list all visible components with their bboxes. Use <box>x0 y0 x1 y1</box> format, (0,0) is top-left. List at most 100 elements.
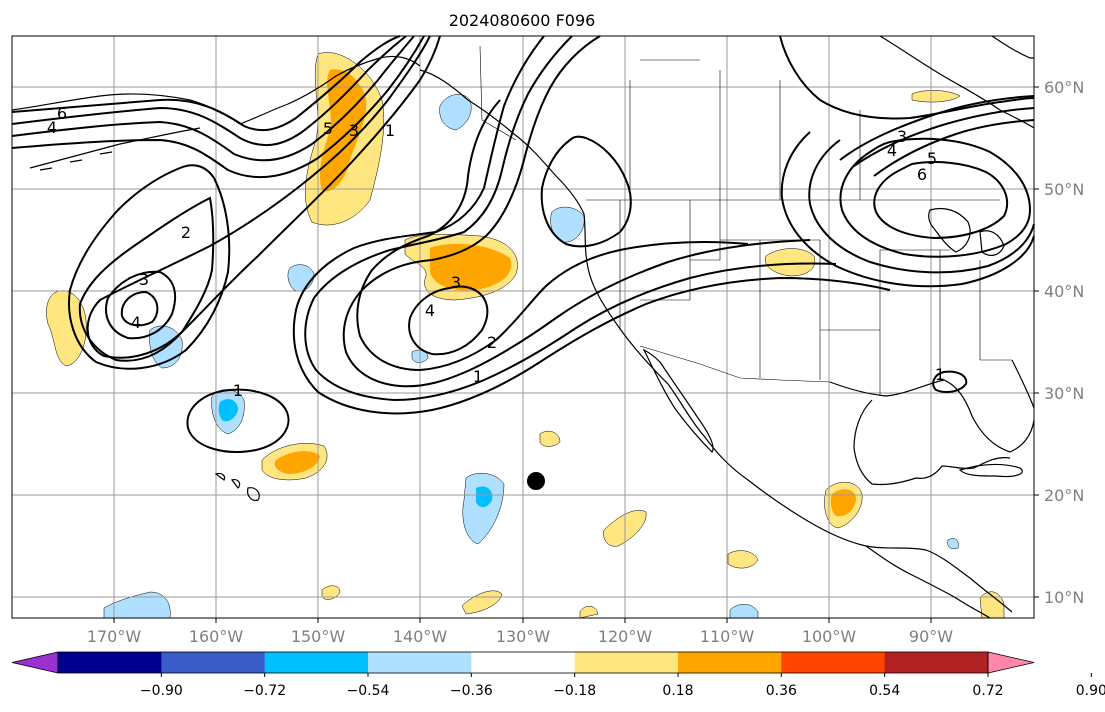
contour-line <box>120 290 159 327</box>
shade-negative-core <box>218 399 238 422</box>
contour-line <box>342 35 811 388</box>
contour-label: 4 <box>131 313 141 332</box>
colorbar-segment <box>574 652 679 673</box>
contour-line <box>356 99 749 372</box>
contour-line <box>105 270 177 340</box>
shade-positive-core <box>274 451 320 474</box>
colorbar: −0.90 −0.72 −0.54 −0.36 −0.18 0.18 0.36 0.54 0.7… <box>11 651 1105 699</box>
coastline-great-lakes <box>928 207 1005 256</box>
political-borders <box>479 45 1012 396</box>
coastline-greenland <box>991 35 1034 59</box>
lon-tick-label: 100°W <box>802 627 857 646</box>
contour-label: 1 <box>473 367 483 386</box>
coastline-hawaii <box>214 472 260 501</box>
contour-label: 2 <box>487 333 497 352</box>
contour-label: 4 <box>887 141 897 160</box>
lon-tick-label: 130°W <box>496 627 551 646</box>
shade-positive-region <box>979 591 1005 619</box>
shade-positive-region <box>579 606 599 619</box>
shade-negative-region <box>550 206 585 243</box>
colorbar-tick-label: −0.18 <box>553 683 596 699</box>
contour-label: 3 <box>897 127 907 146</box>
shade-positive-region <box>321 585 341 600</box>
shade-positive-region <box>911 90 961 103</box>
shade-negative-core <box>476 486 493 508</box>
colorbar-extend-high <box>987 651 1035 674</box>
contour-line <box>304 35 837 402</box>
storm-position-marker <box>527 472 545 490</box>
contour-line <box>873 119 1035 177</box>
state-border <box>619 200 1012 396</box>
canada-province-border <box>629 59 861 200</box>
contour-labels: 6 4 2 3 4 5 3 1 1 4 3 2 1 3 4 5 6 1 <box>47 104 945 400</box>
shade-positive-region <box>539 431 561 447</box>
contour-line <box>11 35 401 132</box>
shade-positive-region <box>727 550 759 569</box>
contour-label: 5 <box>323 119 333 138</box>
contour-label: 3 <box>451 273 461 292</box>
contour-line <box>292 35 891 415</box>
coastline-central-america <box>865 545 991 619</box>
shade-positive-core <box>830 489 856 517</box>
contour-label: 4 <box>47 118 57 137</box>
lon-tick-label: 150°W <box>291 627 346 646</box>
axis-ticks <box>113 86 1039 623</box>
contour-label: 1 <box>385 121 395 140</box>
shade-negative-region <box>729 604 759 619</box>
contour-line <box>11 35 425 179</box>
coastline-alaska <box>11 55 421 125</box>
colorbar-segment <box>884 652 989 673</box>
colorbar-tick-label: 0.90 <box>1076 683 1105 699</box>
colorbar-segment <box>781 652 886 673</box>
longitude-labels: 170°W 160°W 150°W 140°W 130°W 120°W 110°… <box>87 627 953 646</box>
alaska-canada-border <box>479 45 517 141</box>
coastline-baja <box>642 348 714 453</box>
coastline-florida <box>1011 359 1035 409</box>
coastline-aleutians <box>29 127 201 171</box>
contour-line <box>68 164 231 370</box>
colorbar-segment <box>58 652 162 673</box>
lon-tick-label: 120°W <box>598 627 653 646</box>
contour-label: 1 <box>233 381 243 400</box>
colorbar-tick-label: 0.54 <box>869 683 900 699</box>
lat-tick-label: 30°N <box>1044 384 1084 403</box>
contour-line <box>186 388 290 453</box>
contour-label: 6 <box>57 104 67 123</box>
lon-tick-label: 170°W <box>87 627 142 646</box>
us-mexico-border <box>639 345 831 383</box>
shade-negative-region <box>947 538 959 549</box>
contour-line <box>78 196 215 362</box>
contour-line <box>11 35 415 162</box>
map-title: 2024080600 F096 <box>449 11 596 30</box>
colorbar-tick-label: 0.18 <box>662 683 693 699</box>
colorbar-tick-label: −0.90 <box>140 683 183 699</box>
colorbar-segment <box>368 652 472 673</box>
colorbar-segment <box>161 652 266 673</box>
lat-tick-label: 50°N <box>1044 180 1084 199</box>
colorbar-outline <box>57 651 989 674</box>
contour-line <box>11 35 407 147</box>
lon-tick-label: 140°W <box>393 627 448 646</box>
contour-line <box>540 135 632 248</box>
colorbar-segment <box>264 652 369 673</box>
contour-label: 4 <box>425 301 435 320</box>
colorbar-extend-low <box>11 651 59 674</box>
gridlines <box>12 36 1034 618</box>
shade-negative-region <box>462 472 505 545</box>
lat-tick-label: 40°N <box>1044 282 1084 301</box>
colorbar-segment <box>678 652 782 673</box>
contour-line <box>873 161 1009 240</box>
contour-line <box>839 137 1032 258</box>
lat-tick-label: 60°N <box>1044 78 1084 97</box>
shade-negative-region <box>439 94 472 131</box>
colorbar-tick-label: 0.72 <box>972 683 1003 699</box>
contour-label: 6 <box>917 165 927 184</box>
lon-tick-label: 160°W <box>189 627 244 646</box>
contour-label: 3 <box>139 270 149 289</box>
shade-positive-region <box>764 248 816 277</box>
shade-positive-region <box>46 290 87 367</box>
shade-negative-region <box>103 591 171 619</box>
latitude-labels: 60°N 50°N 40°N 30°N 20°N 10°N <box>1044 78 1084 607</box>
colorbar-tick-label: −0.72 <box>243 683 286 699</box>
